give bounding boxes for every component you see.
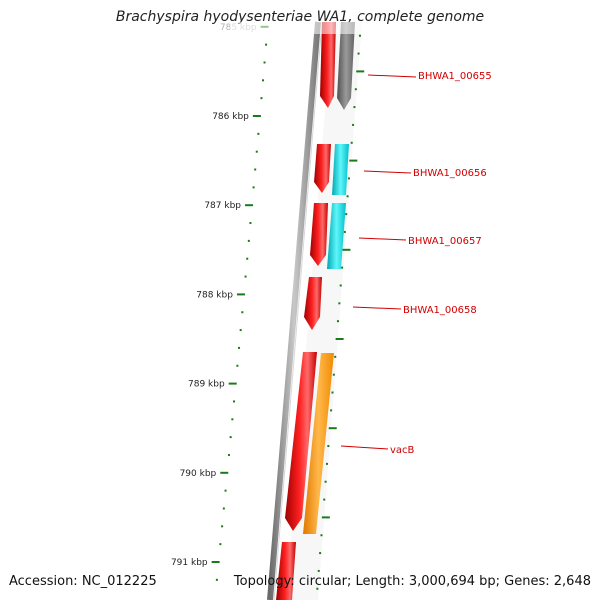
scale-tick-label: 788 kbp (196, 290, 233, 300)
gene-label-vacB[interactable]: vacB (390, 445, 415, 456)
scale-tick-label: 789 kbp (188, 380, 225, 390)
backbone-ring (267, 21, 321, 600)
cds-arrow[interactable] (310, 203, 328, 266)
gene-label-BHWA1_00655[interactable]: BHWA1_00655 (418, 71, 492, 82)
accession-text: Accession: NC_012225 (9, 574, 157, 589)
scale-tick-label: 786 kbp (212, 112, 249, 122)
cds-arrow[interactable] (314, 144, 331, 193)
callout-line (340, 445, 389, 450)
cds-arrow[interactable] (304, 277, 322, 330)
feature-ring-ticks (316, 34, 365, 590)
scale-tick-label: 787 kbp (204, 201, 241, 211)
callout-line (363, 170, 412, 174)
gene-vacB-arrow[interactable] (303, 353, 334, 534)
gene-BHWA1_00657-arrow[interactable] (327, 203, 346, 269)
gene-BHWA1_00655-arrow[interactable] (337, 22, 355, 110)
gene-label-BHWA1_00658[interactable]: BHWA1_00658 (403, 305, 477, 316)
cds-arrow[interactable] (285, 352, 317, 531)
scale-tick-label: 791 kbp (171, 558, 208, 568)
top-fade (230, 22, 370, 34)
map-title: Brachyspira hyodysenteriae WA1, complete… (115, 9, 485, 25)
topology-text: Topology: circular; Length: 3,000,694 bp… (233, 574, 591, 589)
scale-tick-label: 790 kbp (180, 469, 217, 479)
scale-minor-ticks (215, 43, 268, 581)
gene-callouts: BHWA1_00655 BHWA1_00656 BHWA1_00657 BHWA… (340, 71, 492, 456)
callout-line (352, 306, 402, 310)
gene-BHWA1_00656-arrow[interactable] (332, 144, 349, 195)
cds-arrow[interactable] (276, 542, 296, 600)
callout-line (367, 74, 417, 78)
gene-label-BHWA1_00657[interactable]: BHWA1_00657 (408, 236, 482, 247)
gene-label-BHWA1_00656[interactable]: BHWA1_00656 (413, 168, 487, 179)
cds-arrow[interactable] (320, 22, 336, 108)
callout-line (358, 237, 407, 241)
